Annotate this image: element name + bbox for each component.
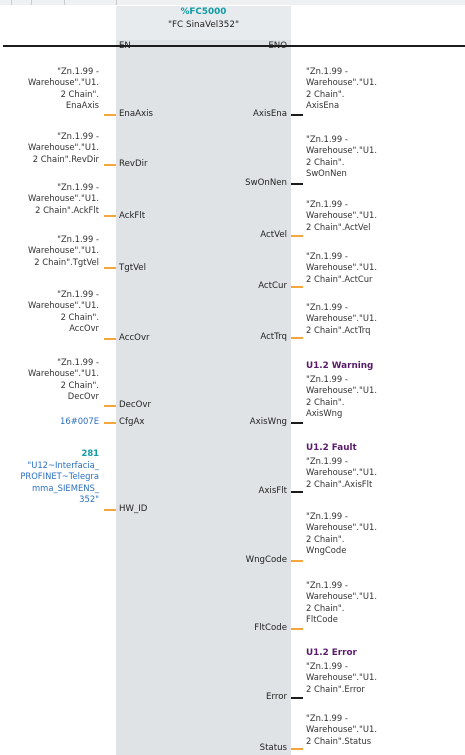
- pin-acttrq[interactable]: ActTrq: [260, 332, 287, 342]
- pin-wngcode[interactable]: WngCode: [245, 555, 287, 565]
- pin-swonnen[interactable]: SwOnNen: [245, 178, 287, 188]
- pin-eno[interactable]: ENO: [268, 41, 287, 51]
- operand-swonnen[interactable]: "Zn.1.99 - Warehouse"."U1. 2 Chain". SwO…: [306, 134, 378, 179]
- comment-title-fault: U1.2 Fault: [306, 443, 357, 453]
- operand-revdir[interactable]: "Zn.1.99 - Warehouse"."U1. 2 Chain".RevD…: [27, 131, 99, 164]
- operand-status[interactable]: "Zn.1.99 - Warehouse"."U1. 2 Chain".Stat…: [306, 713, 378, 746]
- pin-fltcode[interactable]: FltCode: [254, 623, 287, 633]
- pin-axiswng[interactable]: AxisWng: [249, 417, 287, 427]
- pin-axisflt[interactable]: AxisFlt: [258, 486, 287, 496]
- pin-enaaxis[interactable]: EnaAxis: [119, 109, 153, 119]
- pin-decovr[interactable]: DecOvr: [119, 400, 152, 410]
- comment-title-error: U1.2 Error: [306, 648, 357, 658]
- operand-acttrq[interactable]: "Zn.1.99 - Warehouse"."U1. 2 Chain".ActT…: [306, 302, 378, 335]
- connector-fltcode: [291, 628, 303, 630]
- top-bar-cell: [0, 0, 12, 5]
- connector-error: [291, 697, 303, 699]
- pin-accovr[interactable]: AccOvr: [119, 333, 150, 343]
- connector-decovr: [104, 405, 116, 407]
- connector-axisena: [291, 114, 303, 116]
- operand-actvel[interactable]: "Zn.1.99 - Warehouse"."U1. 2 Chain".ActV…: [306, 199, 378, 232]
- comment-title-warning: U1.2 Warning: [306, 361, 374, 371]
- operand-enaaxis[interactable]: "Zn.1.99 - Warehouse"."U1. 2 Chain". Ena…: [27, 66, 99, 111]
- connector-wngcode: [291, 560, 303, 562]
- connector-revdir: [104, 164, 116, 166]
- operand-axiswng[interactable]: "Zn.1.99 - Warehouse"."U1. 2 Chain". Axi…: [306, 374, 378, 419]
- editor-top-bar: [0, 0, 465, 5]
- connector-ackflt: [104, 215, 116, 217]
- pin-hwid[interactable]: HW_ID: [119, 504, 148, 514]
- pin-tgtvel[interactable]: TgtVel: [119, 263, 146, 273]
- operand-tgtvel[interactable]: "Zn.1.99 - Warehouse"."U1. 2 Chain".TgtV…: [27, 234, 99, 267]
- block-number: %FC5000: [180, 7, 227, 17]
- operand-accovr[interactable]: "Zn.1.99 - Warehouse"."U1. 2 Chain". Acc…: [27, 289, 99, 334]
- operand-fltcode[interactable]: "Zn.1.99 - Warehouse"."U1. 2 Chain". Flt…: [306, 580, 378, 625]
- pin-actcur[interactable]: ActCur: [258, 281, 287, 291]
- pin-status[interactable]: Status: [259, 743, 287, 753]
- connector-hwid: [104, 509, 116, 511]
- top-bar-cell: [11, 0, 32, 5]
- operand-wngcode[interactable]: "Zn.1.99 - Warehouse"."U1. 2 Chain". Wng…: [306, 511, 378, 556]
- hwid-value: 281: [81, 448, 99, 458]
- connector-status: [291, 748, 303, 750]
- pin-axisena[interactable]: AxisEna: [253, 109, 287, 119]
- operand-axisena[interactable]: "Zn.1.99 - Warehouse"."U1. 2 Chain". Axi…: [306, 66, 378, 111]
- connector-swonnen: [291, 183, 303, 185]
- connector-axiswng: [291, 422, 303, 424]
- connector-acttrq: [291, 337, 303, 339]
- connector-accovr: [104, 338, 116, 340]
- operand-error[interactable]: "Zn.1.99 - Warehouse"."U1. 2 Chain".Erro…: [306, 661, 378, 694]
- operand-cfgax[interactable]: 16#007E: [60, 416, 99, 426]
- top-bar-cell: [64, 0, 117, 5]
- connector-actvel: [291, 235, 303, 237]
- operand-axisflt[interactable]: "Zn.1.99 - Warehouse"."U1. 2 Chain".Axis…: [306, 456, 378, 489]
- pin-actvel[interactable]: ActVel: [260, 230, 287, 240]
- operand-actcur[interactable]: "Zn.1.99 - Warehouse"."U1. 2 Chain".ActC…: [306, 251, 378, 284]
- pin-ackflt[interactable]: AckFlt: [119, 211, 146, 221]
- block-name: "FC SinaVel352": [167, 20, 240, 30]
- pin-error[interactable]: Error: [266, 692, 287, 702]
- top-bar-cell: [31, 0, 65, 5]
- connector-axisflt: [291, 491, 303, 493]
- operand-decovr[interactable]: "Zn.1.99 - Warehouse"."U1. 2 Chain". Dec…: [27, 357, 99, 402]
- power-rail: [3, 45, 465, 47]
- pin-revdir[interactable]: RevDir: [119, 159, 148, 169]
- pin-cfgax[interactable]: CfgAx: [119, 417, 145, 427]
- connector-tgtvel: [104, 267, 116, 269]
- connector-enaaxis: [104, 114, 116, 116]
- function-block-box[interactable]: [116, 6, 291, 755]
- operand-hwid[interactable]: "U12~Interfacia_ PROFINET~Telegra mma_SI…: [20, 460, 99, 505]
- pin-en[interactable]: EN: [119, 41, 131, 51]
- connector-actcur: [291, 286, 303, 288]
- connector-cfgax: [104, 422, 116, 424]
- operand-ackflt[interactable]: "Zn.1.99 - Warehouse"."U1. 2 Chain".AckF…: [27, 182, 99, 215]
- function-block-header[interactable]: [116, 6, 291, 40]
